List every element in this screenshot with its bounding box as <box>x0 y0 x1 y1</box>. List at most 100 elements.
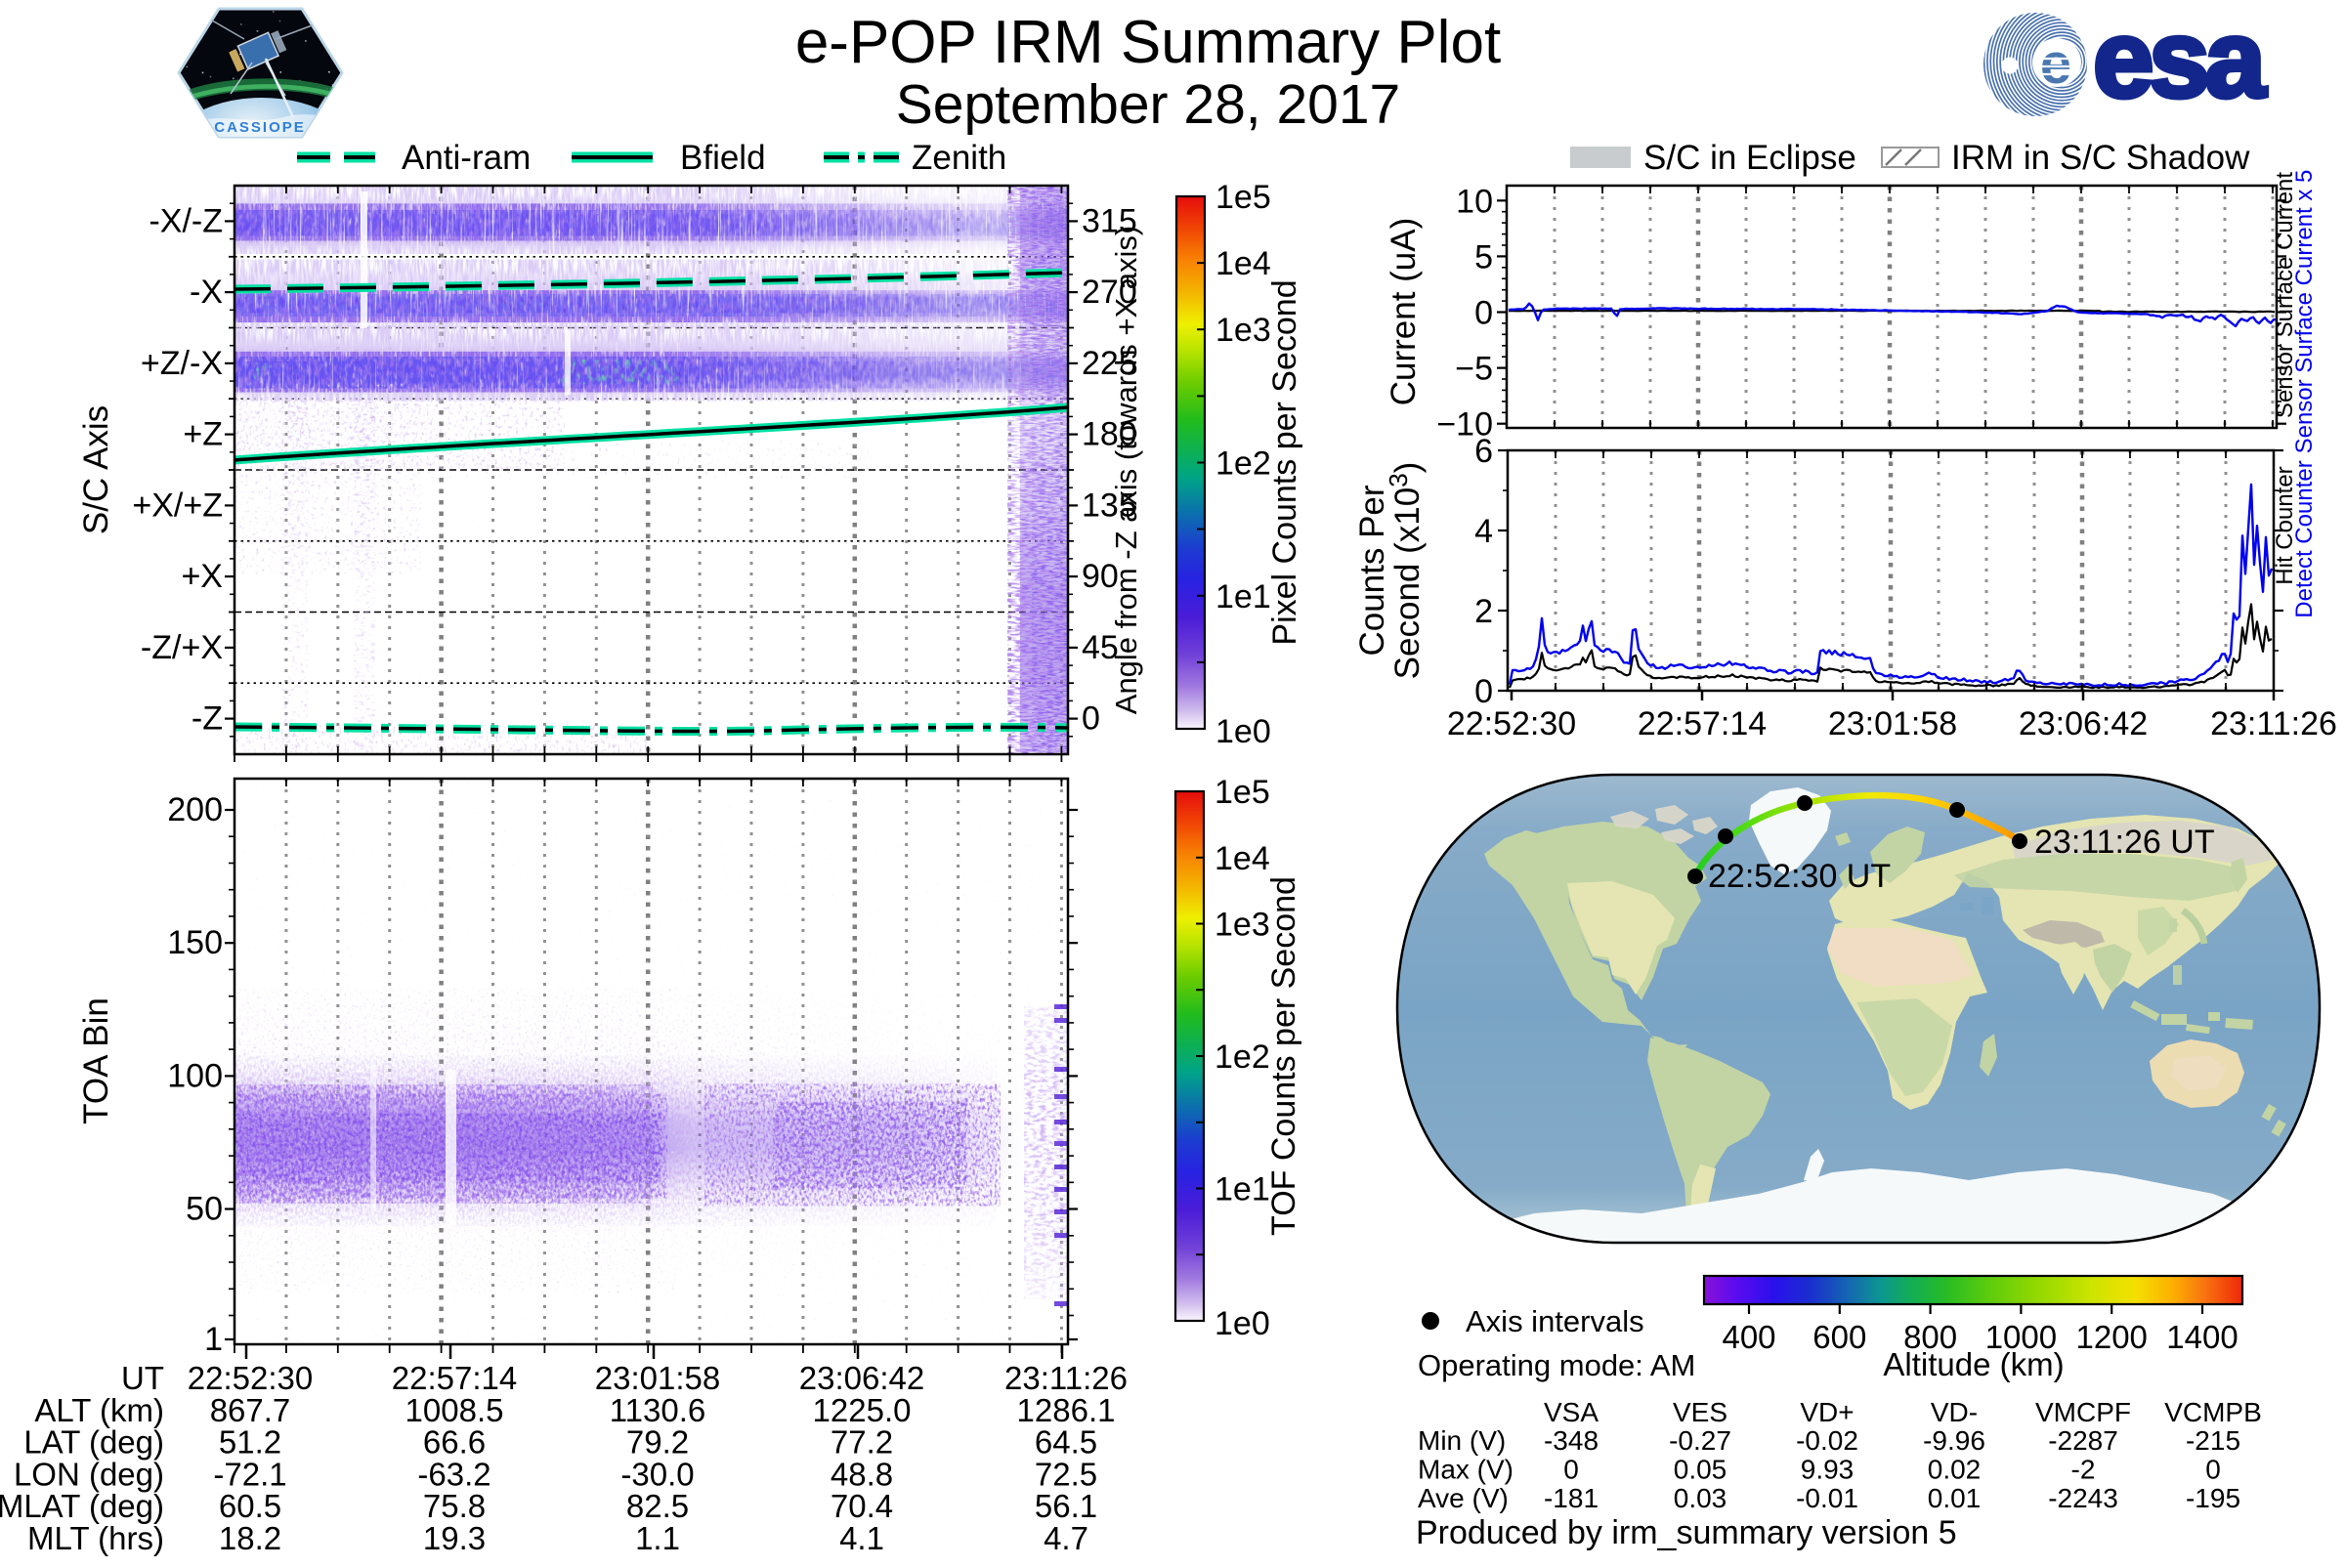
svg-text:150: 150 <box>167 924 223 961</box>
svg-text:-Z: -Z <box>192 700 223 738</box>
svg-text:MLT (hrs): MLT (hrs) <box>27 1520 164 1556</box>
svg-text:-2243: -2243 <box>2048 1483 2118 1513</box>
svg-text:0.05: 0.05 <box>1674 1455 1727 1485</box>
svg-text:1e2: 1e2 <box>1215 445 1271 483</box>
svg-text:23:11:26 UT: 23:11:26 UT <box>2034 824 2215 861</box>
svg-text:75.8: 75.8 <box>423 1488 486 1524</box>
svg-text:180: 180 <box>1082 416 1137 453</box>
svg-text:-Z/+X: -Z/+X <box>141 629 223 666</box>
svg-text:+X: +X <box>181 558 223 595</box>
svg-text:225: 225 <box>1082 345 1137 382</box>
svg-text:1e0: 1e0 <box>1215 1305 1270 1342</box>
svg-text:VSA: VSA <box>1544 1397 1599 1427</box>
svg-text:79.2: 79.2 <box>626 1424 689 1461</box>
svg-text:-72.1: -72.1 <box>213 1456 286 1492</box>
svg-text:0.03: 0.03 <box>1674 1483 1727 1513</box>
svg-text:Operating mode: AM: Operating mode: AM <box>1418 1348 1695 1382</box>
svg-text:10: 10 <box>1456 183 1493 220</box>
svg-text:TOA Bin: TOA Bin <box>77 997 115 1124</box>
svg-text:23:06:42: 23:06:42 <box>2019 705 2148 742</box>
svg-text:23:11:26: 23:11:26 <box>2210 705 2337 742</box>
svg-text:400: 400 <box>1722 1319 1775 1355</box>
svg-text:Current (uA): Current (uA) <box>1385 218 1423 406</box>
svg-text:90: 90 <box>1082 558 1119 595</box>
svg-text:1e2: 1e2 <box>1215 1038 1270 1076</box>
svg-text:Counts Per: Counts Per <box>1353 485 1391 656</box>
svg-text:-2: -2 <box>2071 1455 2096 1485</box>
svg-text:VMCPF: VMCPF <box>2035 1397 2131 1427</box>
svg-text:Detect Counter: Detect Counter <box>2291 460 2318 617</box>
svg-text:72.5: 72.5 <box>1035 1456 1097 1492</box>
svg-text:48.8: 48.8 <box>831 1456 893 1492</box>
svg-text:-30.0: -30.0 <box>620 1456 694 1492</box>
svg-text:0: 0 <box>1082 700 1100 738</box>
svg-text:MLAT (deg): MLAT (deg) <box>0 1488 164 1524</box>
svg-text:100: 100 <box>167 1057 223 1094</box>
svg-text:VD+: VD+ <box>1800 1397 1854 1427</box>
svg-text:Zenith: Zenith <box>912 139 1006 177</box>
svg-text:135: 135 <box>1082 487 1137 524</box>
svg-text:1e1: 1e1 <box>1215 578 1271 615</box>
svg-text:+X/+Z: +X/+Z <box>132 487 223 524</box>
svg-text:22:57:14: 22:57:14 <box>392 1360 517 1396</box>
svg-text:2: 2 <box>1474 593 1493 630</box>
svg-text:LON (deg): LON (deg) <box>14 1456 164 1492</box>
svg-text:-2287: -2287 <box>2048 1425 2118 1456</box>
svg-text:23:11:26: 23:11:26 <box>1004 1360 1128 1396</box>
svg-text:Axis intervals: Axis intervals <box>1466 1304 1644 1338</box>
svg-text:1e5: 1e5 <box>1215 179 1271 216</box>
svg-text:Pixel Counts per Second: Pixel Counts per Second <box>1266 279 1303 645</box>
svg-text:Max (V): Max (V) <box>1418 1455 1514 1485</box>
svg-text:+Z/-X: +Z/-X <box>141 345 223 382</box>
svg-text:1e1: 1e1 <box>1215 1171 1270 1208</box>
svg-text:600: 600 <box>1812 1319 1866 1355</box>
svg-text:1e4: 1e4 <box>1215 840 1270 877</box>
svg-text:64.5: 64.5 <box>1035 1424 1097 1461</box>
svg-text:1e5: 1e5 <box>1215 774 1270 811</box>
svg-text:Altitude (km): Altitude (km) <box>1883 1346 2064 1382</box>
svg-text:+Z: +Z <box>183 416 223 453</box>
svg-text:Hit Counter: Hit Counter <box>2272 466 2298 584</box>
svg-text:1130.6: 1130.6 <box>610 1392 705 1428</box>
svg-text:23:01:58: 23:01:58 <box>595 1360 720 1396</box>
svg-text:60.5: 60.5 <box>219 1488 281 1524</box>
svg-text:VD-: VD- <box>1931 1397 1978 1427</box>
svg-text:Ave (V): Ave (V) <box>1418 1483 1509 1513</box>
svg-text:-X: -X <box>190 274 223 311</box>
svg-text:-181: -181 <box>1544 1483 1599 1513</box>
svg-text:23:01:58: 23:01:58 <box>1828 705 1957 742</box>
svg-text:TOF Counts per Second: TOF Counts per Second <box>1265 876 1302 1236</box>
svg-text:1e0: 1e0 <box>1215 713 1271 750</box>
svg-text:82.5: 82.5 <box>626 1488 689 1524</box>
svg-text:1200: 1200 <box>2075 1319 2147 1355</box>
svg-text:6: 6 <box>1474 433 1493 470</box>
svg-text:-0.01: -0.01 <box>1796 1483 1858 1513</box>
svg-text:Anti-ram: Anti-ram <box>402 139 531 177</box>
svg-text:66.6: 66.6 <box>423 1424 486 1461</box>
svg-text:−10: −10 <box>1436 406 1493 444</box>
svg-text:-348: -348 <box>1544 1425 1599 1456</box>
svg-text:−5: −5 <box>1455 351 1493 388</box>
svg-text:UT: UT <box>121 1360 164 1396</box>
svg-text:1.1: 1.1 <box>635 1520 680 1556</box>
svg-text:1008.5: 1008.5 <box>405 1392 504 1428</box>
svg-text:Sensor Surface Current: Sensor Surface Current <box>2272 172 2298 418</box>
svg-text:22:52:30: 22:52:30 <box>188 1360 313 1396</box>
svg-text:22:57:14: 22:57:14 <box>1638 705 1767 742</box>
svg-text:5: 5 <box>1474 238 1493 275</box>
svg-text:9.93: 9.93 <box>1801 1455 1855 1485</box>
svg-text:1000: 1000 <box>1985 1319 2057 1355</box>
svg-text:0: 0 <box>1563 1455 1579 1485</box>
svg-text:VES: VES <box>1673 1397 1727 1427</box>
svg-text:23:06:42: 23:06:42 <box>799 1360 924 1396</box>
svg-text:4: 4 <box>1474 513 1493 550</box>
svg-text:0.01: 0.01 <box>1928 1483 1982 1513</box>
svg-text:September 28, 2017: September 28, 2017 <box>896 73 1401 136</box>
svg-text:IRM in S/C Shadow: IRM in S/C Shadow <box>1951 139 2250 177</box>
svg-text:50: 50 <box>186 1191 223 1228</box>
svg-text:22:52:30: 22:52:30 <box>1447 705 1576 742</box>
svg-text:Min (V): Min (V) <box>1418 1425 1506 1456</box>
svg-text:77.2: 77.2 <box>831 1424 893 1461</box>
svg-text:Bfield: Bfield <box>680 139 766 177</box>
svg-text:-0.02: -0.02 <box>1796 1425 1858 1456</box>
